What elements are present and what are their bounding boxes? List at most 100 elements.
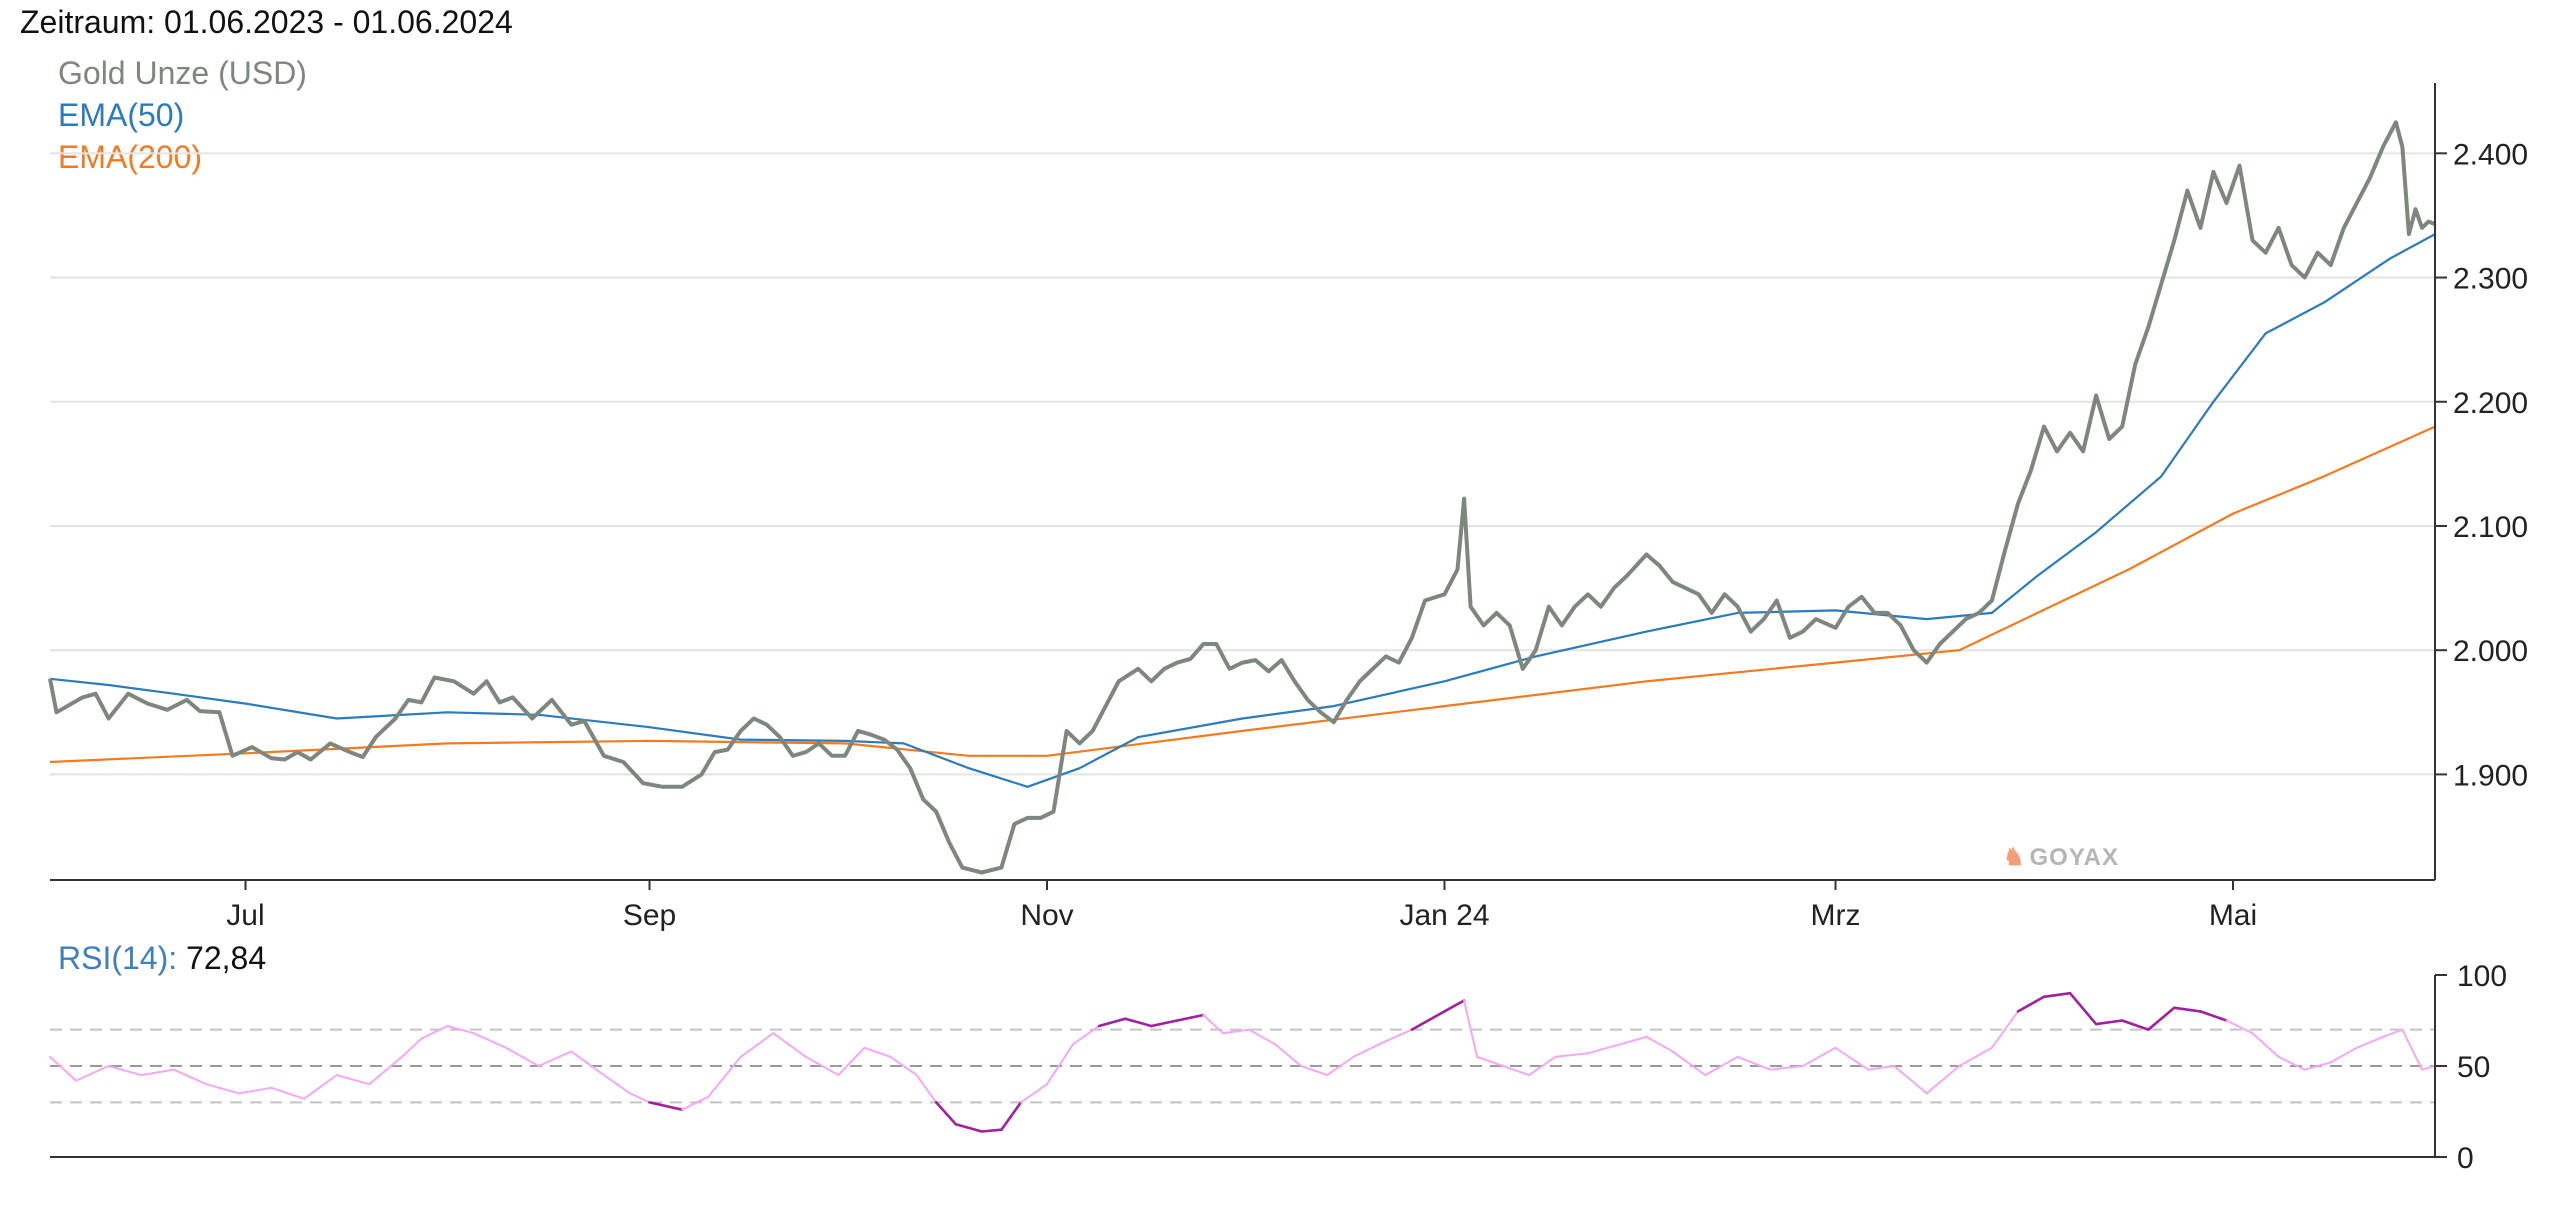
rsi-line-segment	[915, 1074, 938, 1104]
series-line-ema-200	[49, 425, 2436, 764]
rsi-line-segment	[505, 1046, 540, 1067]
price-y-tick-label: 2.000	[2453, 635, 2528, 668]
legend-item-ema200: EMA(200)	[58, 139, 203, 175]
price-gridlines	[50, 152, 2435, 776]
rsi-line-segment	[1671, 1050, 1707, 1077]
rsi-line-segment	[1248, 1028, 1277, 1046]
rsi-axes: 0 50 100	[50, 960, 2507, 1175]
rsi-line-segment	[2042, 991, 2072, 999]
rsi-line-segment	[1046, 1043, 1075, 1086]
rsi-line-segment	[270, 1086, 306, 1100]
legend-item-ema50: EMA(50)	[58, 97, 185, 133]
rsi-line-segment	[1834, 1046, 1870, 1071]
rsi-line-segment	[1019, 1083, 1048, 1104]
rsi-line-segment	[2068, 991, 2098, 1026]
rsi-line-segment	[1274, 1043, 1303, 1067]
rsi-line-segment	[1378, 1028, 1413, 1046]
rsi-line-segment	[140, 1068, 175, 1077]
rsi-line-segment	[2355, 1035, 2384, 1049]
rsi-line-segment	[1352, 1043, 1381, 1058]
rsi-line-segment	[2199, 1010, 2228, 1022]
rsi-line-segment	[570, 1050, 605, 1077]
rsi-line-segment	[1990, 1010, 2019, 1049]
rsi-line-segment	[2016, 995, 2046, 1013]
rsi-line-segment	[1736, 1055, 1772, 1071]
rsi-line-segment	[2401, 1028, 2423, 1071]
rsi-indicator-label: RSI(14): 72,84	[58, 940, 266, 977]
rsi-line-segment	[420, 1025, 449, 1040]
price-axes: 1.900 2.000 2.100 2.200 2.300 2.400 Jul Sep Nov J…	[50, 83, 2528, 932]
rsi-y-tick-label: 50	[2457, 1051, 2490, 1084]
rsi-line-segment	[2147, 1006, 2176, 1031]
rsi-line-segment	[648, 1101, 684, 1111]
rsi-line-segment	[303, 1074, 338, 1100]
bull-logo-icon: ♞	[2003, 844, 2026, 871]
rsi-line-segment	[205, 1083, 240, 1095]
price-y-tick-label: 2.300	[2453, 263, 2528, 296]
rsi-line-segment	[1502, 1065, 1531, 1077]
rsi-line-segment	[368, 1055, 403, 1086]
rsi-line-segment	[1000, 1101, 1023, 1131]
rsi-line-segment	[2381, 1028, 2404, 1038]
rsi-line-segment	[934, 1101, 958, 1126]
rsi-reference-lines	[50, 1028, 2435, 1104]
watermark-text: GOYAX	[2029, 844, 2119, 871]
rsi-current-value: 72,84	[186, 940, 267, 976]
rsi-line-segment	[238, 1086, 273, 1095]
rsi-line-segment	[49, 1055, 78, 1082]
rsi-line-segment	[2173, 1006, 2202, 1013]
rsi-line-segment	[1554, 1052, 1589, 1058]
rsi-line-segment	[2329, 1046, 2358, 1064]
rsi-line-segment	[1097, 1017, 1127, 1028]
rsi-line-segment	[446, 1025, 475, 1035]
price-x-tick-label: Jul	[226, 899, 264, 932]
rsi-line-segment	[707, 1055, 742, 1098]
rsi-line-segment	[1176, 1013, 1205, 1022]
rsi-line-segment	[804, 1055, 840, 1077]
price-x-tick-label: Jan 24	[1399, 899, 1489, 932]
rsi-line-segment	[1528, 1055, 1557, 1077]
rsi-line-segment	[2094, 1019, 2124, 1026]
rsi-y-tick-label: 100	[2457, 960, 2507, 993]
rsi-line-segment	[1300, 1065, 1329, 1077]
series-line-gold-unze-usd	[48, 120, 2436, 875]
rsi-line-segment	[1801, 1046, 1837, 1067]
rsi-line-segment	[980, 1128, 1003, 1133]
chart-legend: Gold Unze (USD) EMA(50) EMA(200)	[58, 52, 307, 178]
price-y-tick-label: 2.200	[2453, 387, 2528, 420]
rsi-line-segment	[2120, 1019, 2150, 1031]
legend-item-gold: Gold Unze (USD)	[58, 55, 307, 91]
rsi-line-segment	[1222, 1028, 1250, 1035]
rsi-line-segment	[681, 1095, 710, 1111]
rsi-line-segment	[2421, 1065, 2436, 1071]
rsi-line-segment	[1202, 1014, 1224, 1035]
rsi-series-group	[49, 991, 2436, 1133]
rsi-line-segment	[1586, 1043, 1622, 1055]
series-line-ema-50	[49, 233, 2436, 788]
rsi-line-segment	[1925, 1065, 1961, 1095]
rsi-line-segment	[1443, 999, 1466, 1013]
rsi-line-segment	[602, 1074, 631, 1095]
price-y-tick-label: 2.400	[2453, 138, 2528, 171]
rsi-line-segment	[629, 1092, 651, 1104]
rsi-line-segment	[2277, 1055, 2306, 1071]
rsi-line-segment	[400, 1037, 423, 1058]
rsi-line-segment	[1893, 1065, 1928, 1095]
rsi-line-segment	[1867, 1065, 1896, 1071]
rsi-line-segment	[954, 1122, 984, 1133]
price-x-tick-label: Mrz	[1810, 899, 1860, 932]
rsi-line-segment	[537, 1050, 573, 1067]
rsi-name: RSI(14):	[58, 940, 178, 976]
rsi-line-segment	[1958, 1046, 1993, 1067]
rsi-y-tick-label: 0	[2457, 1142, 2474, 1175]
rsi-line-segment	[172, 1068, 208, 1086]
rsi-line-segment	[1769, 1065, 1804, 1071]
price-y-tick-label: 1.900	[2453, 759, 2528, 792]
rsi-line-segment	[889, 1055, 918, 1077]
rsi-line-segment	[2303, 1061, 2332, 1071]
rsi-line-segment	[75, 1065, 110, 1082]
price-x-tick-label: Nov	[1020, 899, 1073, 932]
rsi-line-segment	[1463, 999, 1479, 1058]
price-series-group	[48, 120, 2436, 875]
